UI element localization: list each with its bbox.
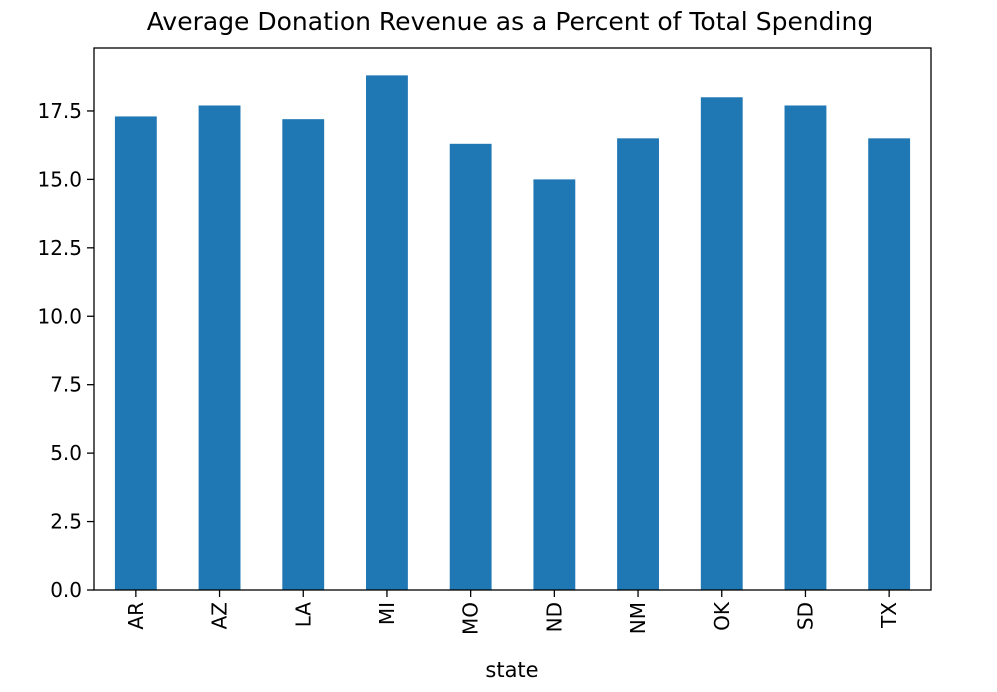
x-tick-label-ar: AR [124,602,148,630]
x-tick-label-la: LA [291,602,315,628]
x-tick-label-az: AZ [208,602,232,629]
y-tick-label: 15.0 [37,167,82,191]
bar-mo [449,143,492,590]
x-tick-label-mi: MI [375,602,399,625]
chart-title: Average Donation Revenue as a Percent of… [147,7,873,36]
y-tick-label: 7.5 [50,373,82,397]
bar-az [198,105,241,590]
x-axis: AR AZ LA MI MO ND NM OK SD TX [124,590,901,635]
x-tick-label-ok: OK [710,601,734,631]
bar-la [282,119,325,591]
x-axis-label: state [485,658,538,682]
bar-mi [366,75,408,591]
y-tick-label: 0.0 [50,578,82,602]
y-tick-label: 17.5 [37,99,82,123]
y-tick-label: 10.0 [37,304,82,328]
y-tick-label: 2.5 [50,510,82,534]
x-tick-label-sd: SD [793,602,817,630]
bar-ar [114,116,157,591]
y-tick-label: 12.5 [37,236,82,260]
x-tick-label-nd: ND [542,602,566,632]
plot-frame [93,47,932,591]
x-tick-label-mo: MO [459,602,483,635]
bar-sd [784,105,827,590]
y-axis: 0.0 2.5 5.0 7.5 10.0 12.5 15.0 17.5 [37,99,94,602]
x-tick-label-nm: NM [626,602,650,634]
bar-nm [617,138,659,590]
y-tick-label: 5.0 [50,441,82,465]
bars-layer [114,75,911,591]
x-tick-label-tx: TX [877,602,901,629]
bar-nd [533,179,576,590]
bar-tx [868,138,911,590]
bar-ok [700,97,743,591]
